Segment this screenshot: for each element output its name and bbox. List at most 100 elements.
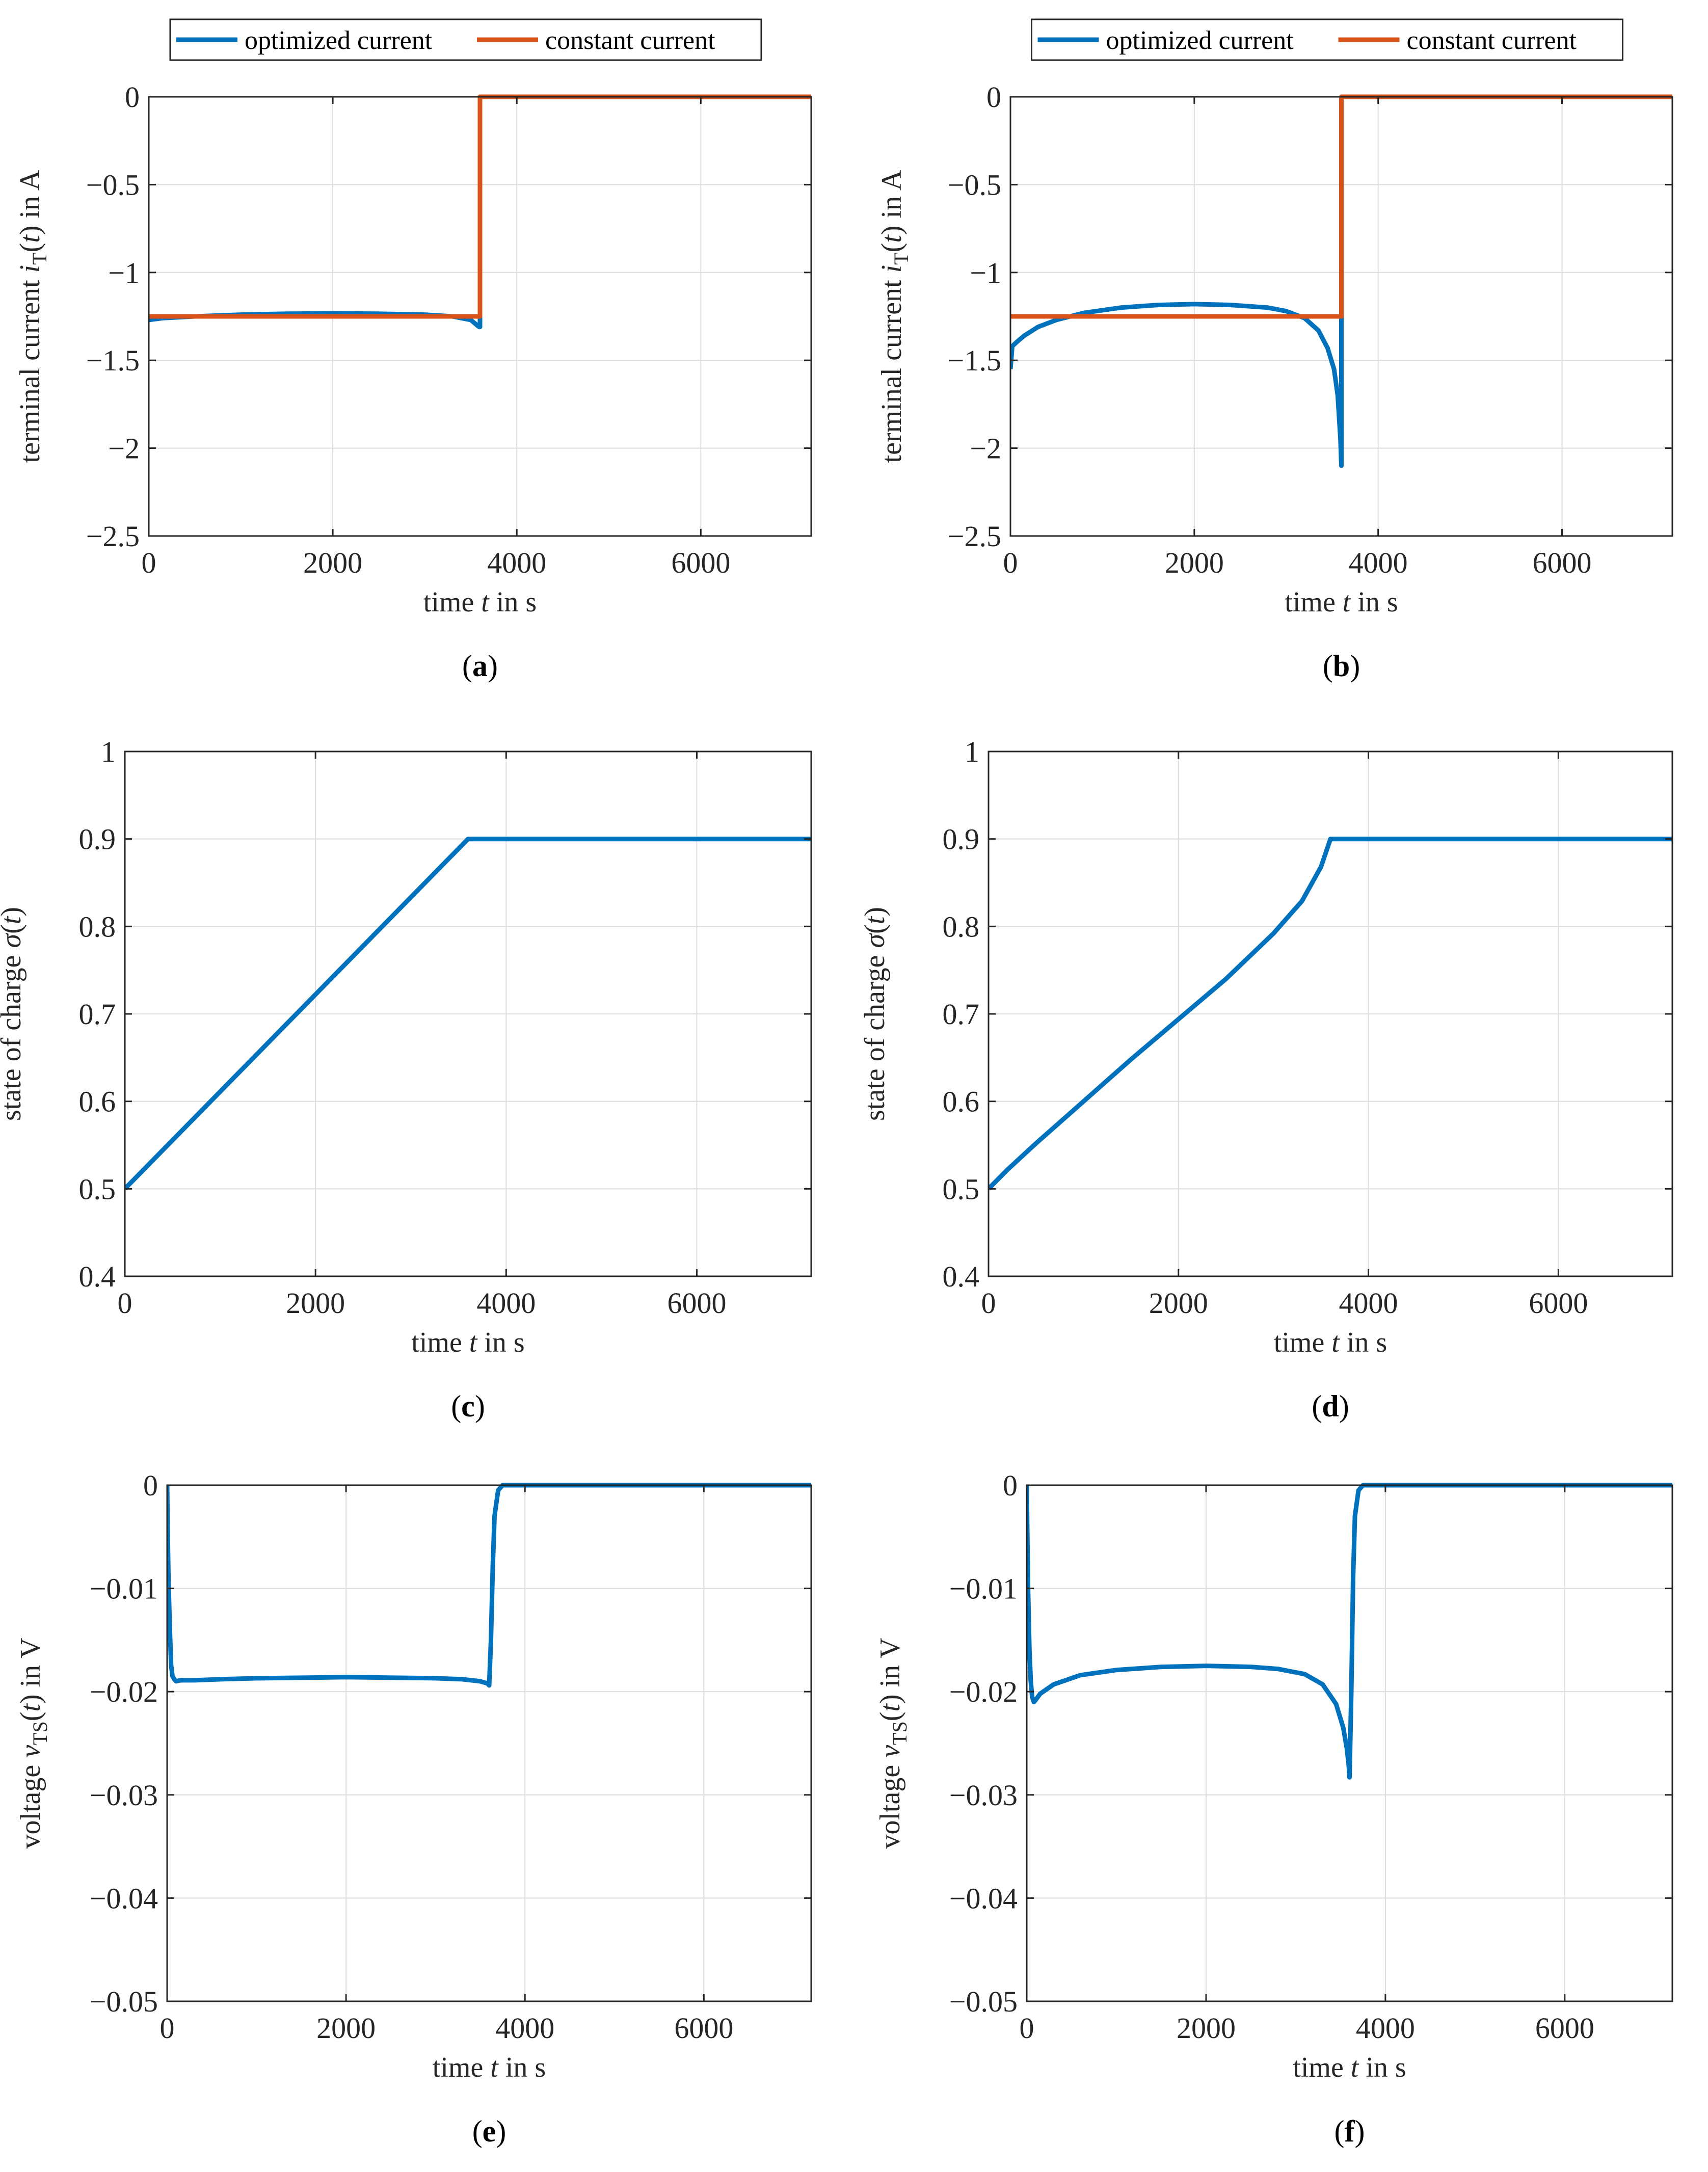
y-tick-label: −0.04 [949,1882,1018,1915]
y-tick-label: 0.7 [943,998,980,1031]
x-tick-label: 6000 [671,546,730,579]
x-tick-label: 4000 [1356,2012,1415,2045]
legend-box [1031,18,1623,61]
y-tick-label: −0.05 [90,1985,158,2018]
legend-entry: optimized current [245,26,433,55]
y-tick-label: 0.9 [943,823,980,856]
x-axis-label: time t in s [423,586,537,618]
y-tick-label: −0.5 [948,168,1001,201]
y-tick-label: −2.5 [86,520,140,553]
x-tick-label: 4000 [1349,546,1408,579]
x-tick-label: 6000 [668,1286,727,1320]
axes-frame [148,96,812,537]
series-line-constant-current [1010,94,1672,319]
chart-panel-b: 0 2000 4000 6000 0 −0.5 −1 −1.5 −2 −2.5 time t in … [876,18,1673,683]
y-axis-label: state of charge σ(t) [859,907,891,1121]
x-tick-label: 4000 [487,546,546,579]
chart-panel-d: 0 2000 4000 6000 0.4 0.5 0.6 0.7 0.8 0.9 1 time t i… [859,735,1673,1423]
x-axis-label: time t in s [1293,2052,1406,2083]
x-tick-label: 0 [142,546,156,579]
series-group [125,837,811,1191]
y-tick-label: 0.8 [79,910,116,943]
x-tick-label: 0 [118,1286,132,1320]
y-tick-label: 0 [125,81,140,114]
series-line-voltage [1027,1483,1672,1780]
x-tick-label: 2000 [286,1286,345,1320]
chart-panel-e: 0 2000 4000 6000 0 −0.01 −0.02 −0.03 −0.04 −0.05 t… [15,1469,812,2148]
panel-label: (b) [1323,649,1360,683]
x-tick-label: 2000 [1177,2012,1236,2045]
series-line-state-of-charge [125,837,811,1191]
y-tick-label: 0 [143,1469,158,1502]
y-axis-label: terminal current iT(t) in A [14,170,51,463]
legend: optimized current constant current [169,18,762,61]
series-group [167,1483,811,1688]
y-tick-label: −0.02 [949,1675,1018,1708]
x-tick-label: 6000 [1535,2012,1594,2045]
x-axis-label: time t in s [1285,586,1398,618]
x-tick-label: 4000 [1339,1286,1398,1320]
panel-label: (c) [451,1389,485,1423]
x-tick-label: 0 [981,1286,996,1320]
y-tick-label: −2.5 [948,520,1001,553]
x-tick-label: 0 [160,2012,175,2045]
y-tick-label: −0.04 [90,1882,158,1915]
chart-panel-c: 0 2000 4000 6000 0.4 0.5 0.6 0.7 0.8 0.9 1 time t i… [0,735,812,1423]
panel-label: (e) [472,2114,506,2148]
y-tick-label: 0.6 [943,1085,980,1118]
x-axis-label: time t in s [1274,1327,1387,1358]
x-tick-label: 0 [1020,2012,1034,2045]
y-tick-label: −0.01 [949,1572,1018,1605]
x-tick-label: 2000 [1149,1286,1208,1320]
series-line-optimized-current [1010,94,1672,468]
y-tick-label: −1.5 [948,344,1001,377]
y-tick-label: −0.01 [90,1572,158,1605]
y-tick-label: −2 [108,432,140,465]
x-tick-label: 6000 [1533,546,1592,579]
y-tick-label: 0.8 [943,910,980,943]
chart-panel-a: 0 2000 4000 6000 0 −0.5 −1 −1.5 −2 −2.5 time t in … [14,18,812,683]
series-line-voltage [167,1483,811,1688]
chart-panel-f: 0 2000 4000 6000 0 −0.01 −0.02 −0.03 −0.04 −0.05 t… [874,1469,1673,2148]
panel-label: (d) [1312,1389,1349,1423]
x-tick-label: 4000 [476,1286,536,1320]
series-group [989,837,1672,1191]
y-tick-label: −0.5 [86,168,140,201]
y-tick-label: 0.6 [79,1085,116,1118]
x-tick-label: 4000 [495,2012,554,2045]
x-tick-label: 2000 [1165,546,1224,579]
y-tick-label: 0.5 [79,1172,116,1205]
legend: optimized current constant current [1031,18,1623,61]
y-tick-label: 0 [1003,1469,1018,1502]
y-tick-label: −0.02 [90,1675,158,1708]
y-tick-label: −0.05 [949,1985,1018,2018]
y-axis-label: terminal current iT(t) in A [876,170,913,463]
x-tick-label: 2000 [316,2012,376,2045]
axes-frame [166,1484,812,2002]
y-tick-label: 0.4 [79,1260,116,1293]
y-tick-label: −2 [970,432,1001,465]
y-tick-label: 1 [965,735,979,768]
panel-label: (f) [1335,2114,1365,2148]
series-line-constant-current [149,94,811,319]
y-tick-label: 0.4 [943,1260,980,1293]
axes-frame [1009,96,1673,537]
y-tick-label: 1 [101,735,116,768]
y-axis-label: voltage vTS(t) in V [15,1638,51,1848]
series-line-state-of-charge [989,837,1672,1191]
legend-box [169,18,762,61]
y-tick-label: 0.9 [79,823,116,856]
series-group [149,94,811,330]
x-tick-label: 2000 [303,546,362,579]
x-tick-label: 0 [1003,546,1018,579]
series-group [1027,1483,1672,1780]
legend-entry: constant current [1407,26,1577,55]
y-axis-label: state of charge σ(t) [0,907,27,1121]
y-tick-label: −1 [970,256,1001,289]
x-tick-label: 6000 [674,2012,733,2045]
axes-frame [1026,1484,1673,2002]
y-tick-label: 0.7 [79,998,116,1031]
legend-entry: optimized current [1106,26,1294,55]
y-tick-label: −1 [108,256,140,289]
